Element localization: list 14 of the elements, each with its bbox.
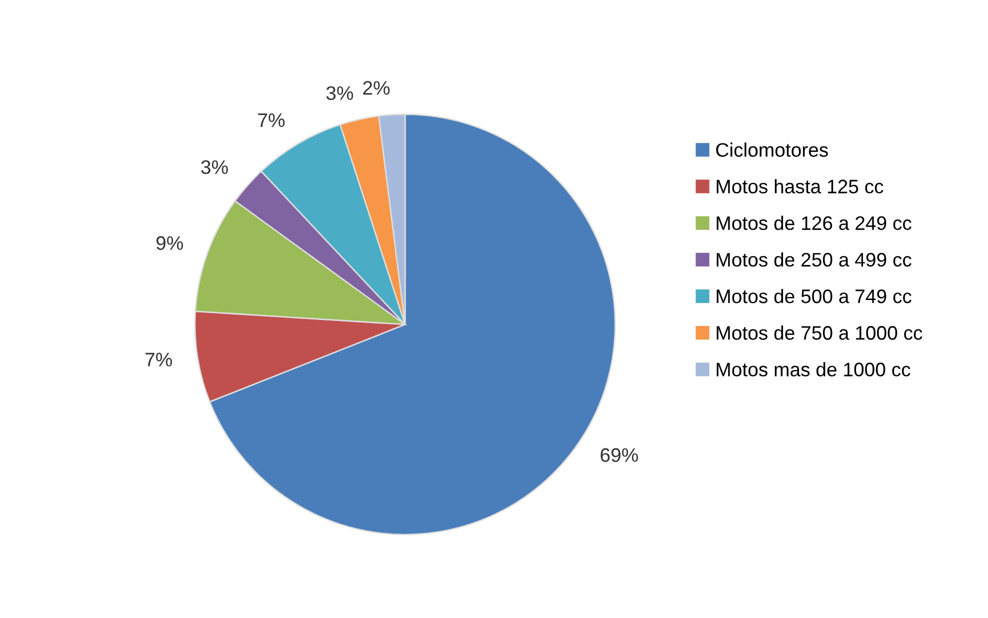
data-label: 9% — [156, 236, 183, 250]
legend-label: Ciclomotores — [716, 142, 828, 157]
legend-label: Motos de 126 a 249 cc — [716, 216, 912, 230]
data-label: 69% — [600, 448, 638, 462]
data-label: 3% — [201, 160, 228, 174]
legend-label: Motos de 750 a 1000 cc — [716, 326, 922, 340]
data-label: 2% — [363, 81, 390, 95]
data-label: 7% — [146, 352, 172, 366]
data-label: 7% — [258, 113, 285, 128]
legend-label: Motos mas de 1000 cc — [716, 362, 910, 376]
legend-label: Motos de 500 a 749 cc — [716, 288, 912, 304]
legend-label: Motos hasta 125 cc — [716, 179, 884, 194]
data-label: 3% — [326, 86, 354, 100]
legend-label: Motos de 250 a 499 cc — [716, 252, 912, 267]
